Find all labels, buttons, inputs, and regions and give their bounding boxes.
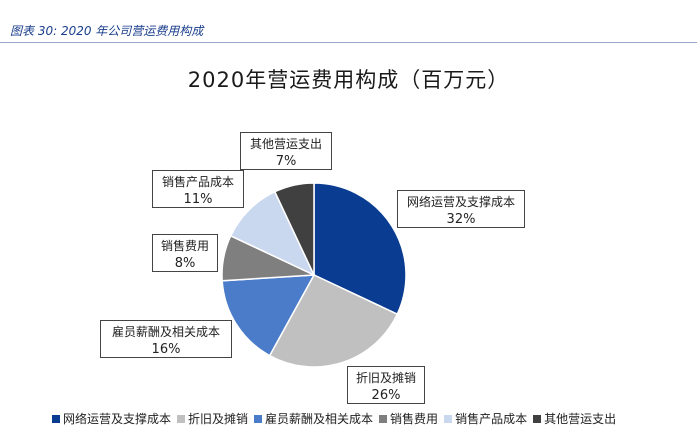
legend-item: 折旧及摊销 xyxy=(177,410,248,427)
callout-pct: 26% xyxy=(371,388,401,403)
chart-title: 2020年营运费用构成（百万元） xyxy=(187,68,510,92)
legend-item: 网络运营及支撑成本 xyxy=(52,410,171,427)
pie-slice xyxy=(221,274,316,357)
legend-label: 销售费用 xyxy=(390,412,439,426)
legend-swatch xyxy=(533,414,542,423)
callout-pct: 8% xyxy=(174,256,196,271)
legend-label: 网络运营及支撑成本 xyxy=(63,412,172,426)
legend-item: 销售费用 xyxy=(379,410,438,427)
legend-label: 其他营运支出 xyxy=(544,412,617,426)
figure-caption: 图表 30: 2020 年公司营运费用构成 xyxy=(10,24,204,38)
legend-label: 雇员薪酬及相关成本 xyxy=(265,412,374,426)
legend-swatch xyxy=(177,414,186,423)
callout-employee: 雇员薪酬及相关成本 16% xyxy=(100,320,232,358)
legend-label: 折旧及摊销 xyxy=(188,412,249,426)
legend-label: 销售产品成本 xyxy=(455,412,528,426)
legend-swatch xyxy=(254,414,263,423)
callout-pct: 16% xyxy=(151,342,181,357)
callout-label: 网络运营及支撑成本 xyxy=(406,195,515,209)
callout-network-ops: 网络运营及支撑成本 32% xyxy=(397,190,525,228)
callout-label: 折旧及摊销 xyxy=(355,371,416,385)
callout-other: 其他营运支出 7% xyxy=(240,132,332,170)
callout-label: 销售费用 xyxy=(160,239,209,253)
pie-slice xyxy=(273,182,315,276)
callout-product-cost: 销售产品成本 11% xyxy=(152,170,244,208)
callout-label: 雇员薪酬及相关成本 xyxy=(111,325,220,339)
pie-slice xyxy=(313,182,407,316)
chart-legend: 网络运营及支撑成本 折旧及摊销 雇员薪酬及相关成本 销售费用 销售产品成本 其他… xyxy=(52,410,616,427)
callout-pct: 7% xyxy=(275,154,297,169)
legend-swatch xyxy=(379,414,388,423)
callout-label: 销售产品成本 xyxy=(161,175,234,189)
callout-label: 其他营运支出 xyxy=(249,137,322,151)
callout-pct: 32% xyxy=(446,212,476,227)
legend-item: 销售产品成本 xyxy=(444,410,527,427)
legend-swatch xyxy=(444,414,453,423)
callout-pct: 11% xyxy=(183,192,213,207)
legend-item: 雇员薪酬及相关成本 xyxy=(254,410,373,427)
callout-sales: 销售费用 8% xyxy=(152,234,218,272)
legend-swatch xyxy=(52,414,60,423)
callout-depreciation: 折旧及摊销 26% xyxy=(347,366,425,404)
header-divider xyxy=(0,42,697,43)
legend-item: 其他营运支出 xyxy=(533,410,616,427)
